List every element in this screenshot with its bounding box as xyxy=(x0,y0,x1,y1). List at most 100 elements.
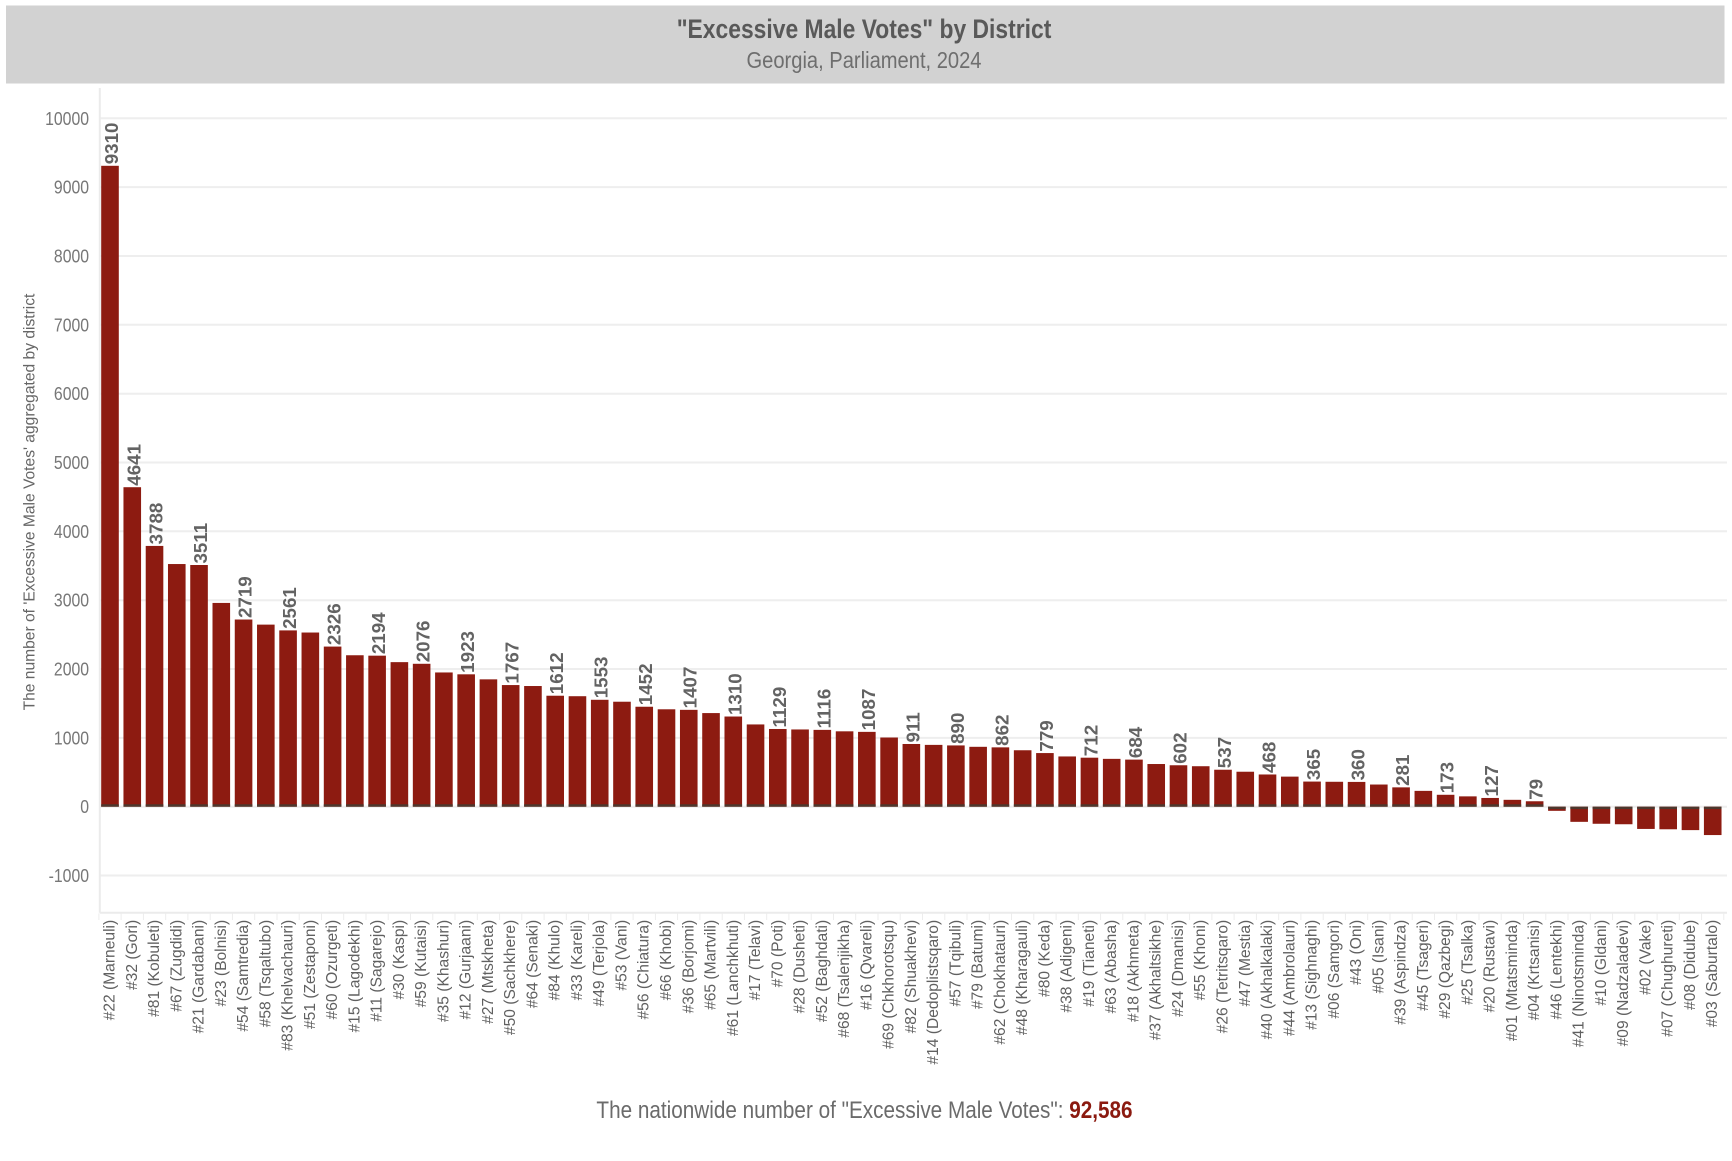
svg-text:#02 (Vake): #02 (Vake) xyxy=(1637,920,1654,995)
svg-text:862: 862 xyxy=(991,715,1012,746)
svg-text:#63 (Abasha): #63 (Abasha) xyxy=(1103,920,1120,1014)
svg-text:#68 (Tsalenjikha): #68 (Tsalenjikha) xyxy=(836,920,853,1038)
svg-text:#48 (Kharagauli): #48 (Kharagauli) xyxy=(1014,920,1031,1035)
svg-text:#43 (Oni): #43 (Oni) xyxy=(1348,920,1365,985)
svg-text:#53 (Vani): #53 (Vani) xyxy=(613,920,630,991)
svg-text:712: 712 xyxy=(1080,725,1101,756)
svg-text:#25 (Tsalka): #25 (Tsalka) xyxy=(1459,920,1476,1005)
svg-text:-1000: -1000 xyxy=(49,865,89,887)
svg-text:#82 (Shuakhevi): #82 (Shuakhevi) xyxy=(903,920,920,1034)
svg-text:#70 (Poti): #70 (Poti) xyxy=(769,920,786,988)
svg-text:9000: 9000 xyxy=(54,176,89,198)
svg-text:779: 779 xyxy=(1036,720,1057,751)
svg-text:#21 (Gardabani): #21 (Gardabani) xyxy=(191,920,208,1034)
svg-text:The nationwide number of "Exce: The nationwide number of "Excessive Male… xyxy=(596,1096,1132,1123)
svg-text:#52 (Baghdati): #52 (Baghdati) xyxy=(814,920,831,1022)
svg-text:1000: 1000 xyxy=(54,727,89,749)
svg-text:#58 (Tsqaltubo): #58 (Tsqaltubo) xyxy=(257,920,274,1028)
svg-text:#20 (Rustavi): #20 (Rustavi) xyxy=(1482,920,1499,1013)
svg-text:#35 (Khashuri): #35 (Khashuri) xyxy=(435,920,452,1022)
svg-text:#19 (Tianeti): #19 (Tianeti) xyxy=(1081,920,1098,1007)
svg-text:2561: 2561 xyxy=(279,587,300,629)
svg-text:#14 (Dedoplistsqaro): #14 (Dedoplistsqaro) xyxy=(925,920,942,1065)
svg-text:#36 (Borjomi): #36 (Borjomi) xyxy=(680,920,697,1014)
svg-text:#80 (Keda): #80 (Keda) xyxy=(1036,920,1053,997)
svg-text:1923: 1923 xyxy=(457,631,478,673)
svg-text:8000: 8000 xyxy=(54,245,89,267)
svg-text:#44 (Ambrolauri): #44 (Ambrolauri) xyxy=(1281,920,1298,1036)
svg-text:684: 684 xyxy=(1125,726,1146,758)
svg-text:#41 (Ninotsminda): #41 (Ninotsminda) xyxy=(1571,920,1588,1047)
svg-text:2076: 2076 xyxy=(413,621,434,663)
svg-text:#04 (Krtsanisi): #04 (Krtsanisi) xyxy=(1526,920,1543,1021)
svg-text:Georgia, Parliament, 2024: Georgia, Parliament, 2024 xyxy=(747,47,982,74)
svg-text:#81 (Kobuleti): #81 (Kobuleti) xyxy=(146,920,163,1017)
svg-text:173: 173 xyxy=(1437,762,1458,793)
svg-text:365: 365 xyxy=(1303,749,1324,780)
svg-text:#50 (Sachkhere): #50 (Sachkhere) xyxy=(502,920,519,1035)
svg-text:#03 (Saburtalo): #03 (Saburtalo) xyxy=(1704,920,1721,1028)
svg-text:1116: 1116 xyxy=(813,689,834,729)
svg-text:#66 (Khobi): #66 (Khobi) xyxy=(658,920,675,1001)
svg-text:1452: 1452 xyxy=(635,663,656,705)
svg-text:#69 (Chkhorotsqu): #69 (Chkhorotsqu) xyxy=(881,920,898,1049)
svg-text:2000: 2000 xyxy=(54,658,89,680)
svg-text:#12 (Gurjaani): #12 (Gurjaani) xyxy=(458,920,475,1020)
svg-text:1612: 1612 xyxy=(546,652,567,694)
svg-text:2326: 2326 xyxy=(324,603,345,645)
svg-text:#16 (Qvareli): #16 (Qvareli) xyxy=(858,920,875,1010)
svg-text:1310: 1310 xyxy=(724,673,745,715)
svg-text:#79 (Batumi): #79 (Batumi) xyxy=(970,920,987,1009)
svg-text:#39 (Aspindza): #39 (Aspindza) xyxy=(1393,920,1410,1025)
svg-text:1407: 1407 xyxy=(680,667,701,709)
svg-text:#08 (Didube): #08 (Didube) xyxy=(1682,920,1699,1010)
svg-text:4641: 4641 xyxy=(123,444,144,486)
svg-text:7000: 7000 xyxy=(54,314,89,336)
svg-text:#24 (Dmanisi): #24 (Dmanisi) xyxy=(1170,920,1187,1017)
svg-text:#29 (Qazbegi): #29 (Qazbegi) xyxy=(1437,920,1454,1019)
svg-text:#26 (Tetritsqaro): #26 (Tetritsqaro) xyxy=(1215,920,1232,1034)
svg-text:The number of 'Excessive Male: The number of 'Excessive Male Votes' agg… xyxy=(22,293,39,710)
svg-text:1087: 1087 xyxy=(858,689,879,731)
svg-text:3511: 3511 xyxy=(190,523,211,564)
svg-text:#65 (Martvili): #65 (Martvili) xyxy=(703,920,720,1010)
svg-text:#46 (Lentekhi): #46 (Lentekhi) xyxy=(1548,920,1565,1020)
svg-text:#38 (Adigeni): #38 (Adigeni) xyxy=(1059,920,1076,1013)
svg-text:#18 (Akhmeta): #18 (Akhmeta) xyxy=(1125,920,1142,1022)
svg-text:#32 (Gori): #32 (Gori) xyxy=(124,920,141,990)
svg-text:#06 (Samgori): #06 (Samgori) xyxy=(1326,920,1343,1019)
svg-text:#17 (Telavi): #17 (Telavi) xyxy=(747,920,764,1001)
svg-text:#84 (Khulo): #84 (Khulo) xyxy=(547,920,564,1001)
svg-text:890: 890 xyxy=(947,713,968,744)
svg-text:#62 (Chokhatauri): #62 (Chokhatauri) xyxy=(992,920,1009,1045)
svg-text:1767: 1767 xyxy=(502,642,523,684)
svg-text:#57 (Tqibuli): #57 (Tqibuli) xyxy=(947,920,964,1007)
svg-text:#55 (Khoni): #55 (Khoni) xyxy=(1192,920,1209,1001)
svg-text:#22 (Marneuli): #22 (Marneuli) xyxy=(102,920,119,1021)
svg-text:537: 537 xyxy=(1214,737,1235,768)
svg-text:127: 127 xyxy=(1481,765,1502,796)
svg-text:#40 (Akhalkalaki): #40 (Akhalkalaki) xyxy=(1259,920,1276,1040)
svg-text:#45 (Tsageri): #45 (Tsageri) xyxy=(1415,920,1432,1011)
svg-text:#30 (Kaspi): #30 (Kaspi) xyxy=(391,920,408,1000)
svg-text:2719: 2719 xyxy=(235,576,256,618)
svg-text:#11 (Sagarejo): #11 (Sagarejo) xyxy=(369,920,386,1022)
svg-text:#27 (Mtskheta): #27 (Mtskheta) xyxy=(480,920,497,1024)
svg-text:#05 (Isani): #05 (Isani) xyxy=(1370,920,1387,994)
svg-text:#15 (Lagodekhi): #15 (Lagodekhi) xyxy=(346,920,363,1033)
svg-text:#07 (Chughureti): #07 (Chughureti) xyxy=(1660,920,1677,1037)
svg-text:#33 (Kareli): #33 (Kareli) xyxy=(569,920,586,1001)
svg-text:2194: 2194 xyxy=(368,612,389,654)
svg-text:#01 (Mtatsminda): #01 (Mtatsminda) xyxy=(1504,920,1521,1041)
svg-text:10000: 10000 xyxy=(45,108,89,130)
svg-text:#09 (Nadzaladevi): #09 (Nadzaladevi) xyxy=(1615,920,1632,1047)
svg-text:#61 (Lanchkhuti): #61 (Lanchkhuti) xyxy=(725,920,742,1036)
svg-text:#67 (Zugdidi): #67 (Zugdidi) xyxy=(168,920,185,1012)
svg-text:5000: 5000 xyxy=(54,452,89,474)
svg-text:281: 281 xyxy=(1392,755,1413,786)
svg-text:9310: 9310 xyxy=(101,123,122,165)
svg-text:#54 (Samtredia): #54 (Samtredia) xyxy=(235,920,252,1032)
svg-text:360: 360 xyxy=(1348,749,1369,780)
svg-text:602: 602 xyxy=(1169,732,1190,763)
svg-text:#83 (Khelvachauri): #83 (Khelvachauri) xyxy=(280,920,297,1051)
